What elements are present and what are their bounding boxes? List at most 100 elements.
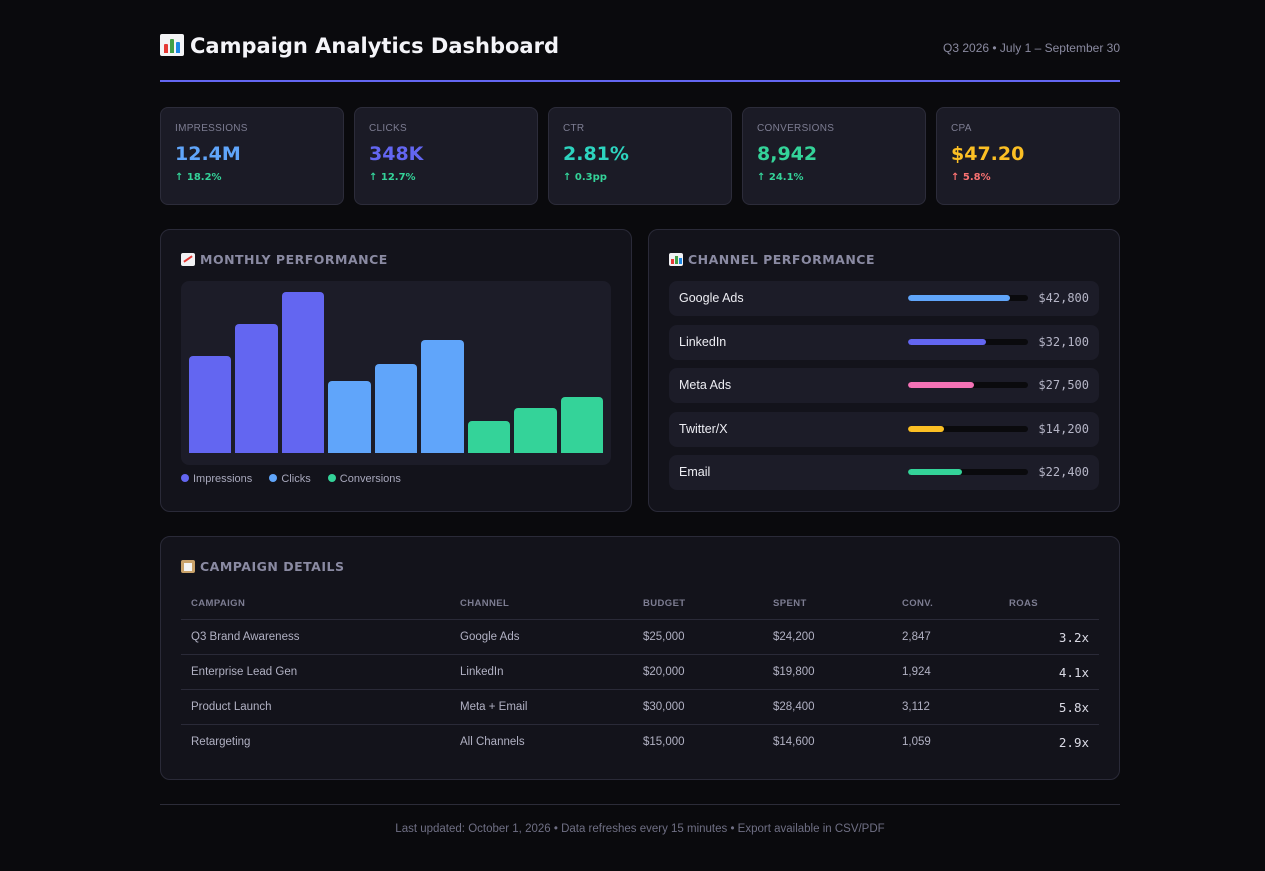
- channel-row-meta-ads[interactable]: Meta Ads $27,500: [669, 368, 1099, 403]
- kpi-card-conversions[interactable]: CONVERSIONS 8,942 ↑ 24.1%: [742, 107, 926, 205]
- cell-channel: All Channels: [460, 736, 525, 748]
- panel-title: CHANNEL PERFORMANCE: [669, 252, 875, 267]
- legend-dot: [181, 474, 189, 482]
- panel-title-text: CAMPAIGN DETAILS: [200, 559, 345, 574]
- kpi-label: CTR: [563, 123, 585, 134]
- campaign-table: CAMPAIGN CHANNEL BUDGET SPENT CONV. ROAS…: [181, 592, 1099, 760]
- kpi-delta: ↑ 12.7%: [369, 172, 416, 183]
- channel-bar-fill: [908, 469, 962, 475]
- panel-title-text: MONTHLY PERFORMANCE: [200, 252, 388, 267]
- kpi-label: CONVERSIONS: [757, 123, 835, 134]
- cell-conv: 3,112: [902, 701, 930, 713]
- clipboard-icon: [181, 560, 195, 573]
- cell-spent: $19,800: [773, 666, 815, 678]
- cell-spent: $24,200: [773, 631, 815, 643]
- monthly-bar-chart: [181, 281, 611, 465]
- date-range: Q3 2026 • July 1 – September 30: [943, 41, 1120, 55]
- trend-chart-icon: [181, 253, 195, 266]
- kpi-card-cpa[interactable]: CPA $47.20 ↑ 5.8%: [936, 107, 1120, 205]
- table-row[interactable]: Q3 Brand Awareness Google Ads $25,000 $2…: [181, 620, 1099, 655]
- cell-roas: 4.1x: [1058, 665, 1089, 680]
- monthly-performance-panel: MONTHLY PERFORMANCE Impressions Clicks C…: [160, 229, 632, 512]
- cell-budget: $25,000: [643, 631, 685, 643]
- channel-row-twitter-x[interactable]: Twitter/X $14,200: [669, 412, 1099, 447]
- cell-conv: 1,059: [902, 736, 931, 748]
- channel-row-email[interactable]: Email $22,400: [669, 455, 1099, 490]
- page-title-text: Campaign Analytics Dashboard: [190, 34, 559, 58]
- legend-label: Clicks: [281, 473, 311, 485]
- channel-bar-track: [908, 469, 1028, 475]
- legend-label: Impressions: [193, 473, 253, 485]
- chart-bar-conversions-2[interactable]: [514, 407, 557, 453]
- panel-title: MONTHLY PERFORMANCE: [181, 252, 388, 267]
- kpi-card-clicks[interactable]: CLICKS 348K ↑ 12.7%: [354, 107, 538, 205]
- cell-roas: 3.2x: [1058, 630, 1089, 645]
- table-row[interactable]: Product Launch Meta + Email $30,000 $28,…: [181, 690, 1099, 725]
- chart-bar-impressions-1[interactable]: [189, 356, 232, 453]
- channel-row-linkedin[interactable]: LinkedIn $32,100: [669, 325, 1099, 360]
- kpi-value: 8,942: [757, 143, 818, 165]
- channel-bar-track: [908, 295, 1028, 301]
- kpi-label: CLICKS: [369, 123, 407, 134]
- panel-title-text: CHANNEL PERFORMANCE: [688, 252, 875, 267]
- kpi-label: CPA: [951, 123, 972, 134]
- column-header-spent[interactable]: SPENT: [773, 598, 807, 609]
- channel-bar-track: [908, 426, 1028, 432]
- cell-budget: $15,000: [643, 736, 685, 748]
- cell-channel: Google Ads: [460, 631, 520, 643]
- cell-campaign: Q3 Brand Awareness: [191, 631, 300, 643]
- channel-name: Meta Ads: [679, 378, 732, 392]
- chart-legend: Impressions Clicks Conversions: [181, 473, 415, 485]
- table-row[interactable]: Retargeting All Channels $15,000 $14,600…: [181, 725, 1099, 760]
- chart-bar-clicks-1[interactable]: [328, 380, 371, 453]
- kpi-delta: ↑ 18.2%: [175, 172, 222, 183]
- cell-spent: $14,600: [773, 736, 815, 748]
- cell-campaign: Product Launch: [191, 701, 272, 713]
- cell-campaign: Enterprise Lead Gen: [191, 666, 298, 678]
- channel-bar-track: [908, 339, 1028, 345]
- legend-item-clicks[interactable]: Clicks: [269, 473, 311, 485]
- header: Campaign Analytics Dashboard Q3 2026 • J…: [160, 34, 1120, 64]
- cell-channel: LinkedIn: [460, 666, 504, 678]
- chart-bar-conversions-3[interactable]: [560, 396, 603, 453]
- cell-spent: $28,400: [773, 701, 815, 713]
- cell-campaign: Retargeting: [191, 736, 251, 748]
- column-header-campaign[interactable]: CAMPAIGN: [191, 598, 246, 609]
- chart-bar-impressions-2[interactable]: [235, 324, 278, 453]
- kpi-label: IMPRESSIONS: [175, 123, 248, 134]
- channel-bar-fill: [908, 426, 944, 432]
- channel-row-google-ads[interactable]: Google Ads $42,800: [669, 281, 1099, 316]
- legend-item-impressions[interactable]: Impressions: [181, 473, 252, 485]
- table-row[interactable]: Enterprise Lead Gen LinkedIn $20,000 $19…: [181, 655, 1099, 690]
- cell-channel: Meta + Email: [460, 701, 528, 713]
- kpi-card-ctr[interactable]: CTR 2.81% ↑ 0.3pp: [548, 107, 732, 205]
- chart-bar-clicks-2[interactable]: [374, 364, 418, 453]
- kpi-delta: ↑ 0.3pp: [563, 172, 607, 183]
- channel-amount: $32,100: [1038, 335, 1089, 349]
- kpi-delta: ↑ 24.1%: [757, 172, 804, 183]
- channel-bar-fill: [908, 295, 1010, 301]
- column-header-roas[interactable]: ROAS: [1009, 598, 1039, 609]
- column-header-budget[interactable]: BUDGET: [643, 598, 686, 609]
- channel-amount: $22,400: [1038, 465, 1089, 479]
- column-header-channel[interactable]: CHANNEL: [460, 598, 510, 609]
- chart-bar-conversions-1[interactable]: [467, 420, 511, 453]
- channel-name: Twitter/X: [679, 422, 728, 436]
- legend-dot: [269, 474, 278, 482]
- kpi-row: IMPRESSIONS 12.4M ↑ 18.2% CLICKS 348K ↑ …: [160, 107, 1120, 205]
- chart-bar-clicks-3[interactable]: [421, 340, 464, 453]
- cell-roas: 2.9x: [1058, 735, 1089, 750]
- panel-title: CAMPAIGN DETAILS: [181, 559, 344, 574]
- kpi-value: 348K: [369, 143, 424, 165]
- bar-chart-icon: [160, 34, 184, 56]
- channel-performance-panel: CHANNEL PERFORMANCE Google Ads $42,800 L…: [648, 229, 1120, 512]
- legend-item-conversions[interactable]: Conversions: [327, 473, 401, 485]
- channel-amount: $42,800: [1038, 291, 1089, 305]
- campaign-details-panel: CAMPAIGN DETAILS CAMPAIGN CHANNEL BUDGET…: [160, 536, 1120, 780]
- kpi-value: $47.20: [951, 143, 1025, 165]
- kpi-card-impressions[interactable]: IMPRESSIONS 12.4M ↑ 18.2%: [160, 107, 344, 205]
- column-header-conv[interactable]: CONV.: [902, 598, 934, 609]
- cell-conv: 1,924: [902, 666, 931, 678]
- chart-bar-impressions-3[interactable]: [281, 292, 325, 453]
- kpi-value: 12.4M: [175, 143, 241, 165]
